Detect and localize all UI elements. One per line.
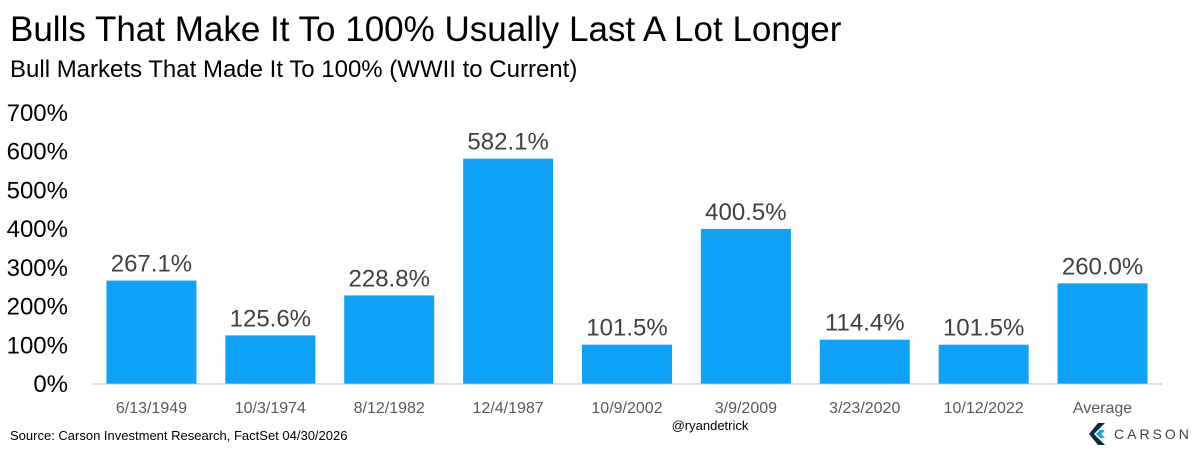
x-tick-label: 3/23/2020 bbox=[829, 400, 900, 417]
bar bbox=[225, 335, 316, 384]
x-tick-label: 12/4/1987 bbox=[473, 400, 544, 417]
y-tick-label: 200% bbox=[7, 294, 68, 321]
bar bbox=[344, 295, 435, 384]
x-tick-label: 8/12/1982 bbox=[354, 400, 425, 417]
data-label: 114.4% bbox=[825, 310, 905, 337]
x-tick-label: 10/9/2002 bbox=[591, 400, 662, 417]
y-tick-label: 300% bbox=[7, 255, 68, 282]
data-label: 400.5% bbox=[705, 199, 786, 226]
x-tick-label: Average bbox=[1073, 400, 1132, 417]
chart-subtitle: Bull Markets That Made It To 100% (WWII … bbox=[10, 56, 578, 83]
x-tick-label: 10/3/1974 bbox=[235, 400, 306, 417]
bar bbox=[463, 158, 554, 384]
data-label: 101.5% bbox=[586, 315, 667, 342]
data-label: 228.8% bbox=[349, 265, 430, 292]
y-tick-label: 0% bbox=[33, 371, 68, 398]
y-tick-label: 600% bbox=[7, 139, 68, 166]
bar bbox=[582, 344, 672, 384]
data-label: 582.1% bbox=[467, 129, 548, 156]
data-label: 260.0% bbox=[1062, 253, 1143, 280]
y-tick-label: 100% bbox=[7, 332, 68, 359]
carson-logo: CARSON bbox=[1088, 422, 1192, 446]
bar bbox=[1057, 283, 1148, 384]
x-tick-label: 10/12/2022 bbox=[944, 400, 1024, 417]
data-label: 267.1% bbox=[111, 251, 192, 278]
x-tick-label: 3/9/2009 bbox=[715, 400, 777, 417]
source-note: Source: Carson Investment Research, Fact… bbox=[10, 428, 348, 443]
chart-title: Bulls That Make It To 100% Usually Last … bbox=[10, 10, 842, 49]
x-tick-label: 6/13/1949 bbox=[116, 400, 187, 417]
data-label: 101.5% bbox=[943, 315, 1024, 342]
bar bbox=[819, 339, 910, 384]
y-tick-label: 700% bbox=[7, 100, 68, 127]
author-handle: @ryandetrick bbox=[671, 418, 749, 433]
carson-logo-icon bbox=[1089, 423, 1105, 445]
y-tick-label: 500% bbox=[7, 177, 68, 204]
y-tick-label: 400% bbox=[7, 216, 68, 243]
bar bbox=[106, 280, 197, 384]
bar bbox=[700, 228, 791, 384]
bar bbox=[938, 344, 1029, 384]
carson-logo-text: CARSON bbox=[1114, 426, 1192, 442]
data-label: 125.6% bbox=[230, 305, 311, 332]
